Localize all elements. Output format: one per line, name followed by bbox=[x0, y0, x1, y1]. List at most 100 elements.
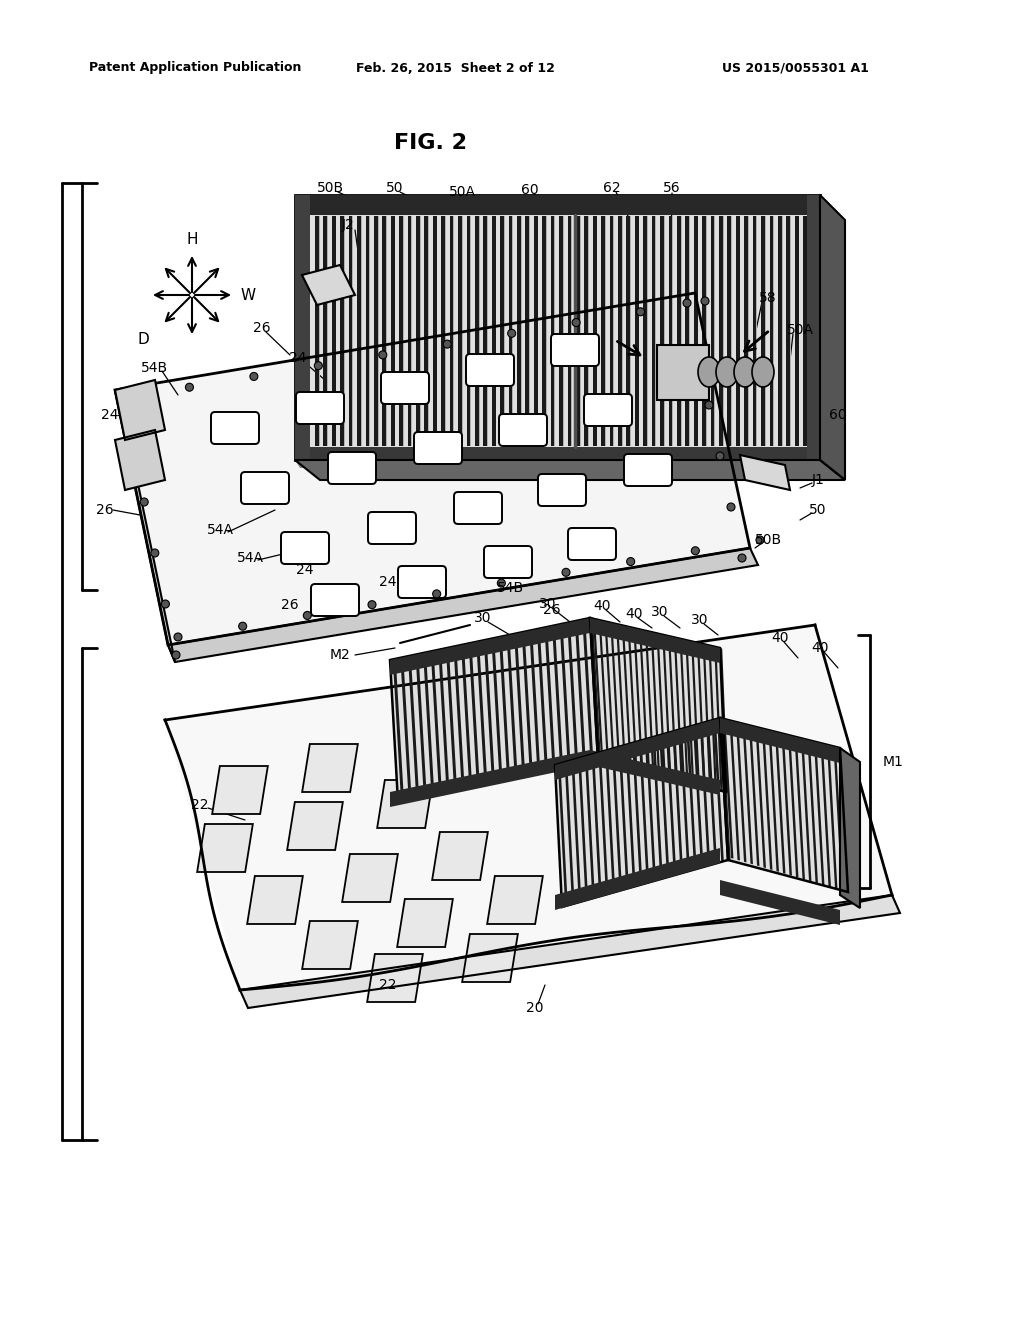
Text: Patent Application Publication: Patent Application Publication bbox=[89, 62, 301, 74]
Polygon shape bbox=[669, 216, 673, 446]
Polygon shape bbox=[431, 653, 441, 792]
Polygon shape bbox=[295, 195, 820, 459]
Polygon shape bbox=[762, 730, 772, 870]
Polygon shape bbox=[499, 638, 510, 779]
Circle shape bbox=[738, 554, 746, 562]
Polygon shape bbox=[761, 216, 765, 446]
FancyBboxPatch shape bbox=[584, 393, 632, 426]
Polygon shape bbox=[628, 627, 637, 768]
Text: 54A: 54A bbox=[207, 523, 233, 537]
Polygon shape bbox=[340, 216, 344, 446]
Text: 30: 30 bbox=[691, 612, 709, 627]
Polygon shape bbox=[115, 293, 750, 645]
Circle shape bbox=[379, 351, 387, 359]
Polygon shape bbox=[769, 216, 773, 446]
Polygon shape bbox=[720, 718, 848, 892]
Polygon shape bbox=[803, 216, 807, 446]
Ellipse shape bbox=[752, 356, 774, 387]
Polygon shape bbox=[699, 723, 711, 866]
Polygon shape bbox=[247, 876, 303, 924]
Polygon shape bbox=[742, 725, 753, 865]
Polygon shape bbox=[723, 719, 733, 858]
Polygon shape bbox=[590, 618, 720, 663]
Polygon shape bbox=[522, 632, 532, 774]
Polygon shape bbox=[342, 854, 398, 902]
Polygon shape bbox=[575, 216, 580, 446]
Polygon shape bbox=[618, 216, 622, 446]
Polygon shape bbox=[820, 743, 830, 887]
Text: 54A: 54A bbox=[237, 550, 263, 565]
Polygon shape bbox=[408, 216, 412, 446]
Polygon shape bbox=[469, 645, 479, 784]
Polygon shape bbox=[656, 634, 666, 775]
Circle shape bbox=[433, 590, 440, 598]
Circle shape bbox=[627, 557, 635, 565]
Circle shape bbox=[368, 601, 376, 609]
Circle shape bbox=[130, 447, 137, 455]
Polygon shape bbox=[781, 734, 792, 875]
Polygon shape bbox=[115, 380, 165, 440]
Polygon shape bbox=[719, 216, 723, 446]
Polygon shape bbox=[492, 640, 503, 780]
Ellipse shape bbox=[734, 356, 756, 387]
Text: 54B: 54B bbox=[497, 581, 523, 595]
Circle shape bbox=[683, 300, 691, 308]
Polygon shape bbox=[517, 216, 521, 446]
Bar bbox=[657, 345, 709, 400]
Circle shape bbox=[727, 503, 735, 511]
Polygon shape bbox=[788, 735, 799, 878]
Polygon shape bbox=[663, 635, 672, 777]
Polygon shape bbox=[302, 744, 357, 792]
Polygon shape bbox=[487, 876, 543, 924]
Circle shape bbox=[562, 569, 570, 577]
Polygon shape bbox=[711, 216, 715, 446]
Polygon shape bbox=[590, 750, 720, 795]
Polygon shape bbox=[555, 718, 728, 907]
Polygon shape bbox=[659, 735, 670, 876]
Polygon shape bbox=[727, 216, 731, 446]
Polygon shape bbox=[393, 663, 403, 800]
Polygon shape bbox=[551, 216, 554, 446]
Text: 26: 26 bbox=[282, 598, 299, 612]
Polygon shape bbox=[461, 647, 472, 787]
Polygon shape bbox=[691, 642, 699, 785]
Polygon shape bbox=[707, 721, 717, 863]
Text: D: D bbox=[138, 331, 150, 347]
Text: 58: 58 bbox=[759, 290, 777, 305]
Text: 24: 24 bbox=[101, 408, 119, 422]
Polygon shape bbox=[740, 455, 790, 490]
Polygon shape bbox=[590, 618, 726, 792]
Polygon shape bbox=[604, 623, 614, 762]
Text: 40: 40 bbox=[811, 642, 828, 655]
Polygon shape bbox=[558, 766, 567, 903]
Polygon shape bbox=[476, 643, 487, 783]
Circle shape bbox=[119, 396, 127, 404]
Polygon shape bbox=[534, 216, 538, 446]
Polygon shape bbox=[677, 216, 681, 446]
Polygon shape bbox=[585, 758, 595, 896]
Polygon shape bbox=[808, 741, 818, 883]
FancyBboxPatch shape bbox=[241, 473, 289, 504]
Polygon shape bbox=[391, 216, 394, 446]
FancyBboxPatch shape bbox=[296, 392, 344, 424]
Polygon shape bbox=[714, 719, 724, 862]
Text: 50: 50 bbox=[809, 503, 826, 517]
Polygon shape bbox=[668, 636, 677, 779]
Polygon shape bbox=[778, 216, 781, 446]
Text: 56: 56 bbox=[664, 181, 681, 195]
Text: 26: 26 bbox=[253, 321, 270, 335]
Polygon shape bbox=[357, 216, 360, 446]
Polygon shape bbox=[736, 216, 739, 446]
Polygon shape bbox=[374, 216, 378, 446]
Polygon shape bbox=[287, 803, 343, 850]
Polygon shape bbox=[645, 631, 654, 772]
Polygon shape bbox=[509, 216, 512, 446]
Circle shape bbox=[443, 341, 452, 348]
Polygon shape bbox=[168, 548, 758, 663]
Circle shape bbox=[174, 634, 182, 642]
Text: 30: 30 bbox=[651, 605, 669, 619]
Polygon shape bbox=[198, 824, 253, 873]
Text: 30: 30 bbox=[474, 611, 492, 624]
Text: 50A: 50A bbox=[449, 185, 475, 199]
Polygon shape bbox=[295, 459, 845, 480]
